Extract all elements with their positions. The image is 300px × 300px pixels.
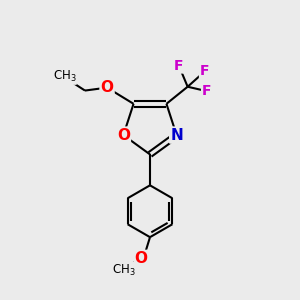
Text: O: O (100, 80, 114, 95)
Text: F: F (174, 58, 184, 73)
Text: O: O (135, 251, 148, 266)
Text: O: O (117, 128, 130, 142)
Text: F: F (202, 84, 211, 98)
Text: N: N (170, 128, 183, 142)
Text: CH$_3$: CH$_3$ (52, 69, 76, 84)
Text: F: F (200, 64, 209, 78)
Text: CH$_3$: CH$_3$ (112, 262, 135, 278)
